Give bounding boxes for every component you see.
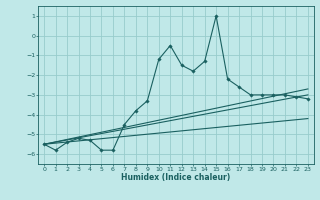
X-axis label: Humidex (Indice chaleur): Humidex (Indice chaleur): [121, 173, 231, 182]
